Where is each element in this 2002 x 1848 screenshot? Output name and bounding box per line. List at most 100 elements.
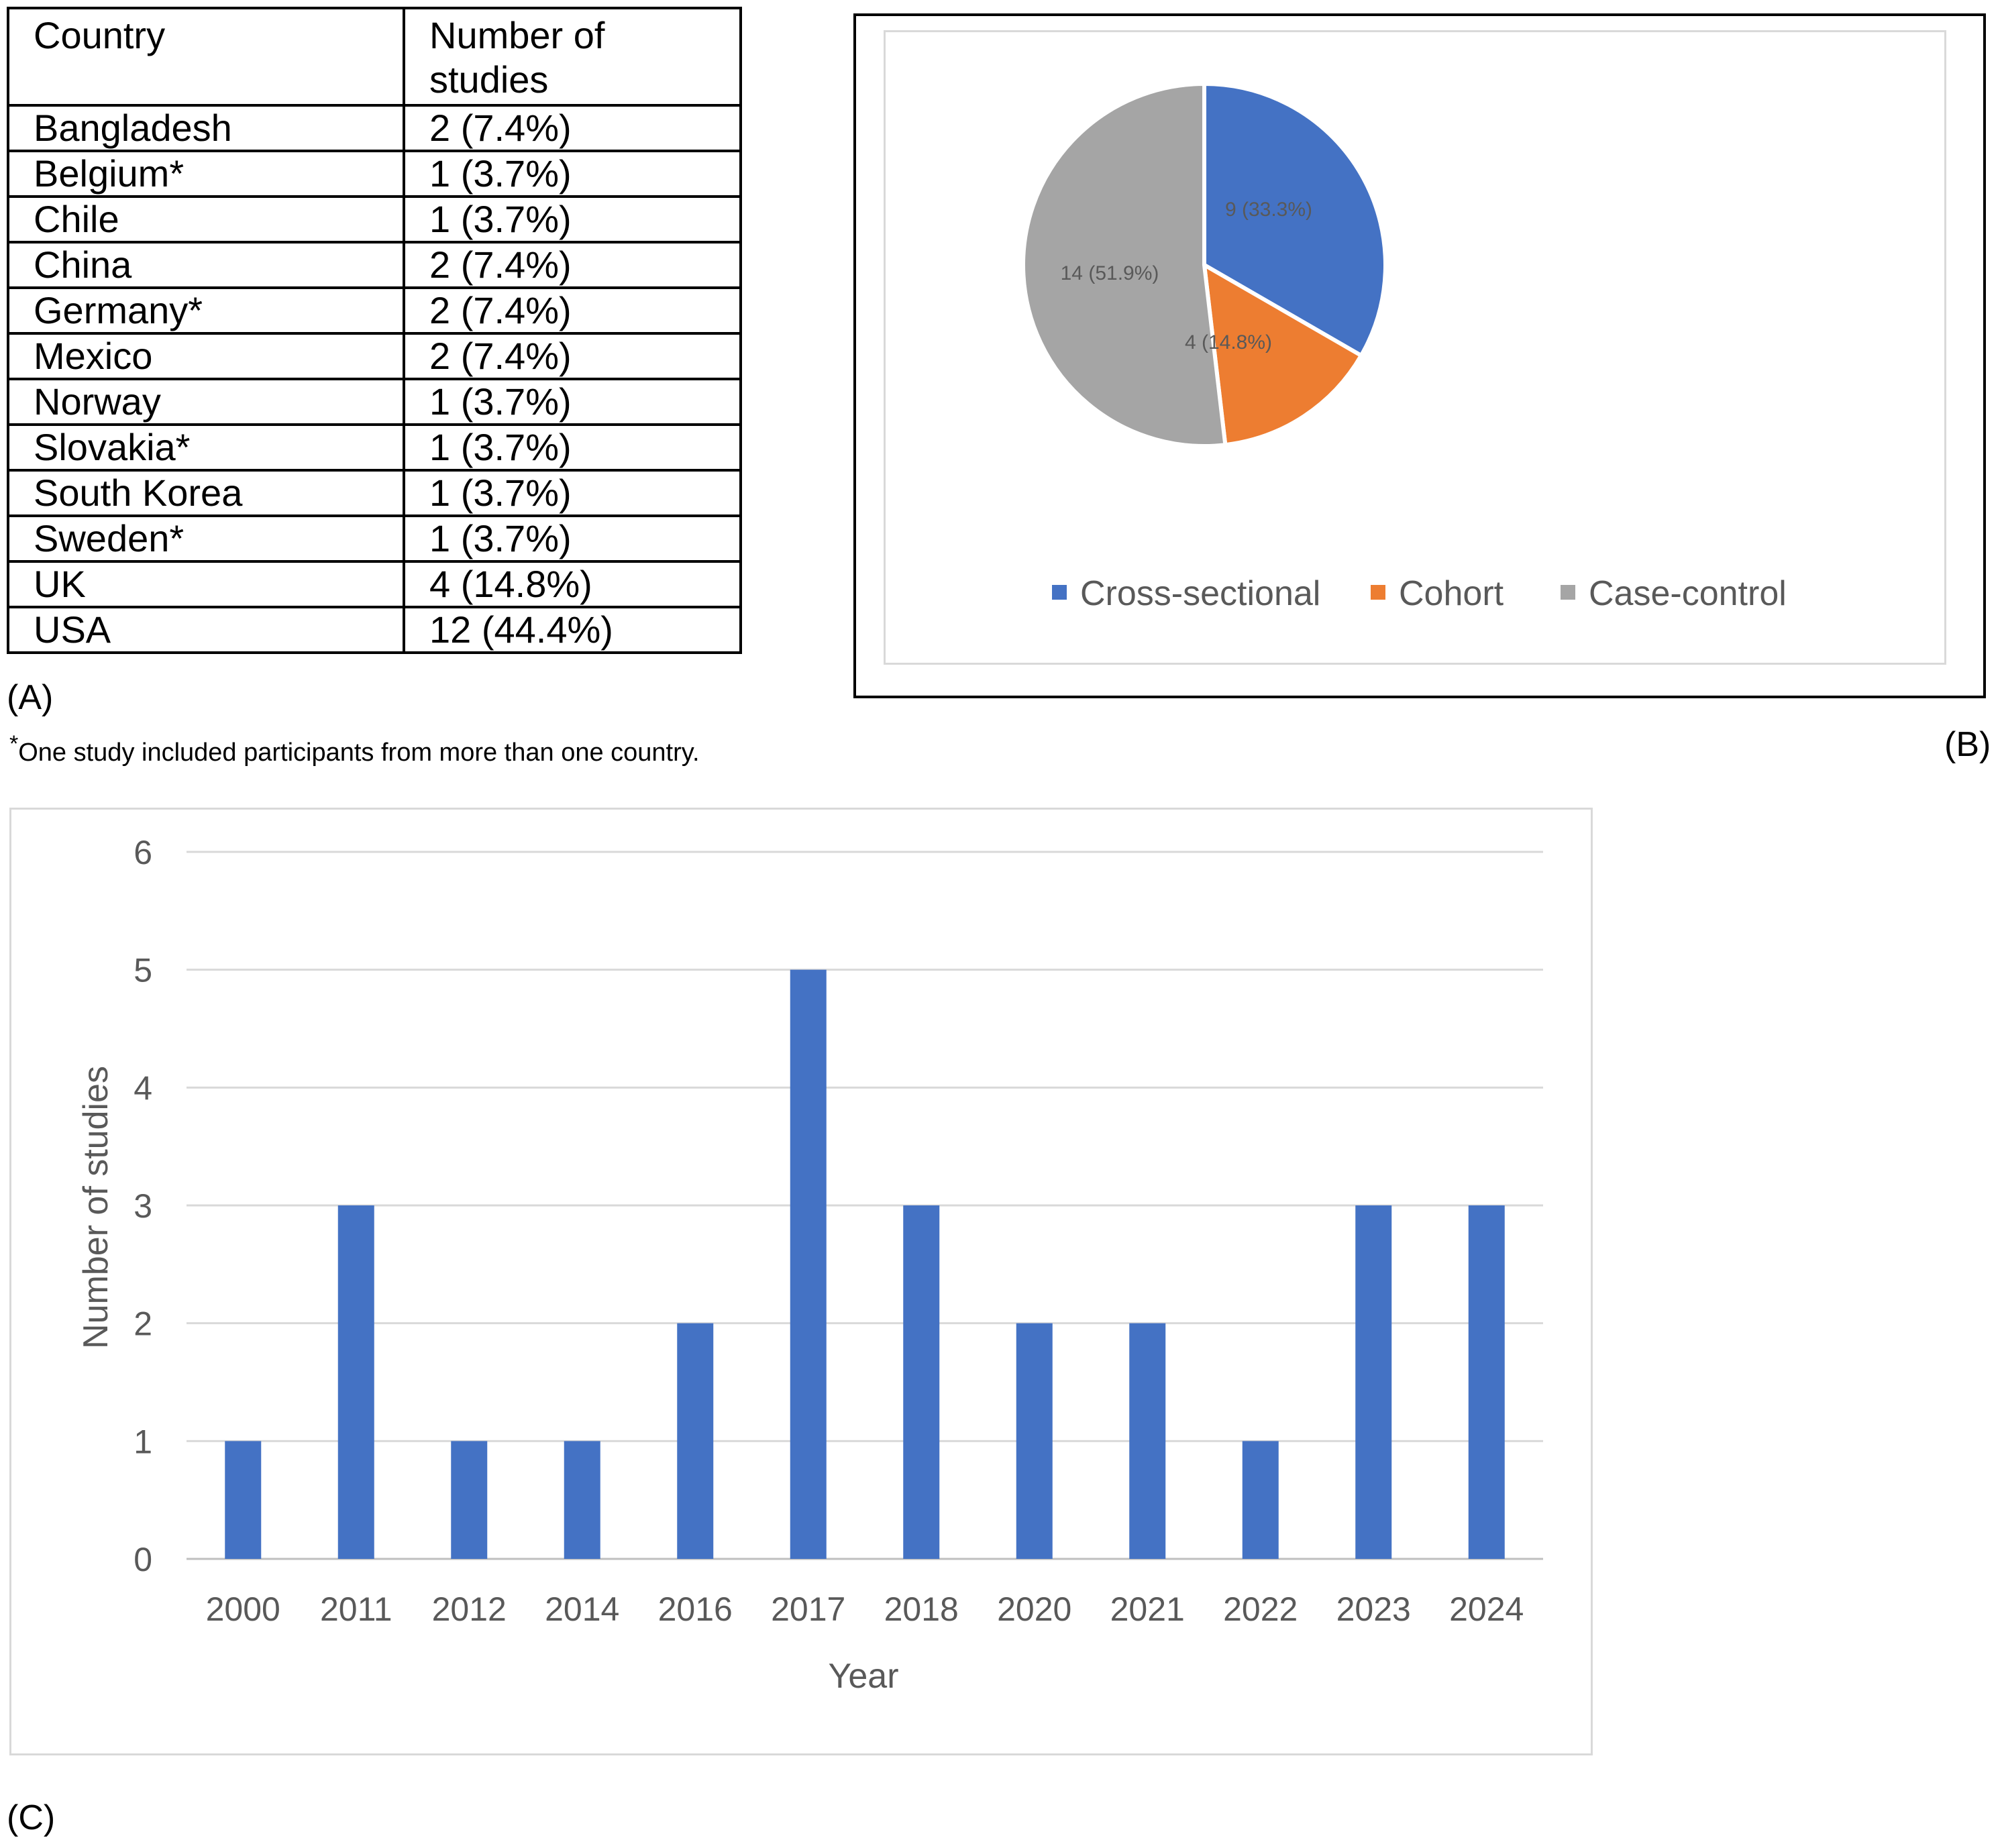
bar xyxy=(677,1323,714,1559)
legend-item: Cross-sectional xyxy=(1052,574,1320,613)
x-tick-label: 2017 xyxy=(771,1590,845,1628)
studies-cell: 1 (3.7%) xyxy=(403,150,742,198)
table-row: Germany* 2 (7.4%) xyxy=(7,286,742,335)
x-tick-label: 2023 xyxy=(1336,1590,1411,1628)
bar xyxy=(790,969,827,1559)
table-footnote: *One study included participants from mo… xyxy=(9,728,700,769)
pie-slice-cross-sectional xyxy=(1202,81,1387,359)
x-tick-label: 2011 xyxy=(320,1590,392,1628)
x-axis-title: Year xyxy=(828,1657,898,1696)
x-tick-label: 2016 xyxy=(658,1590,733,1628)
studies-cell: 1 (3.7%) xyxy=(403,378,742,426)
y-tick-label: 2 xyxy=(134,1305,152,1343)
country-cell: Bangladesh xyxy=(7,104,405,152)
studies-cell: 4 (14.8%) xyxy=(403,560,742,608)
header-country: Country xyxy=(7,7,405,107)
bar xyxy=(1355,1205,1392,1559)
country-cell: Slovakia* xyxy=(7,423,405,472)
country-cell: UK xyxy=(7,560,405,608)
x-tick-label: 2000 xyxy=(206,1590,280,1628)
legend-label: Cross-sectional xyxy=(1080,574,1320,613)
bar xyxy=(451,1441,488,1559)
studies-cell: 1 (3.7%) xyxy=(403,469,742,517)
x-tick-label: 2014 xyxy=(545,1590,619,1628)
table-row: Bangladesh 2 (7.4%) xyxy=(7,104,742,152)
bar xyxy=(1016,1323,1053,1559)
pie-data-label: 4 (14.8%) xyxy=(1185,331,1272,354)
table-row: Slovakia* 1 (3.7%) xyxy=(7,423,742,472)
studies-cell: 1 (3.7%) xyxy=(403,195,742,243)
x-tick-label: 2022 xyxy=(1223,1590,1298,1628)
table-row: Sweden* 1 (3.7%) xyxy=(7,514,742,563)
studies-cell: 1 (3.7%) xyxy=(403,423,742,472)
bar-chart-frame xyxy=(9,808,1593,1755)
panel-b-label: (B) xyxy=(1944,725,1991,764)
bar xyxy=(1242,1441,1279,1559)
y-tick-label: 5 xyxy=(134,952,152,989)
x-tick-label: 2020 xyxy=(997,1590,1071,1628)
country-cell: USA xyxy=(7,606,405,654)
bar xyxy=(1129,1323,1166,1559)
country-cell: Belgium* xyxy=(7,150,405,198)
header-number-of-studies: Number of studies xyxy=(403,7,742,107)
x-tick-label: 2021 xyxy=(1110,1590,1185,1628)
pie-chart: 9 (33.3%) 4 (14.8%) 14 (51.9%) Cross-sectio… xyxy=(1021,81,1787,613)
country-cell: Germany* xyxy=(7,286,405,335)
y-axis-title: Number of studies xyxy=(76,1066,115,1349)
legend-item: Case-control xyxy=(1561,574,1787,613)
pie-data-label: 14 (51.9%) xyxy=(1061,262,1159,284)
country-cell: South Korea xyxy=(7,469,405,517)
legend-swatch xyxy=(1052,585,1067,600)
table-header-row: Country Number of studies xyxy=(7,7,742,107)
panel-c-label: (C) xyxy=(7,1798,56,1837)
header-studies-line-2: studies xyxy=(429,58,549,101)
table-row: UK 4 (14.8%) xyxy=(7,560,742,608)
pie-slice-case-control xyxy=(1021,81,1228,448)
panel-a-label: (A) xyxy=(7,678,54,717)
table-row: Belgium* 1 (3.7%) xyxy=(7,150,742,198)
country-table: Country Number of studies Bangladesh 2 (7.… xyxy=(7,7,742,654)
table-row: South Korea 1 (3.7%) xyxy=(7,469,742,517)
y-tick-label: 4 xyxy=(134,1069,152,1107)
x-tick-label: 2012 xyxy=(432,1590,507,1628)
panel-b-frame xyxy=(853,13,1986,698)
studies-cell: 2 (7.4%) xyxy=(403,286,742,335)
y-tick-label: 6 xyxy=(134,834,152,871)
studies-cell: 2 (7.4%) xyxy=(403,104,742,152)
table-row: China 2 (7.4%) xyxy=(7,241,742,289)
bar xyxy=(903,1205,940,1559)
country-cell: Sweden* xyxy=(7,514,405,563)
table-row: Norway 1 (3.7%) xyxy=(7,378,742,426)
legend-swatch xyxy=(1371,585,1385,600)
legend-label: Cohort xyxy=(1399,574,1504,613)
studies-cell: 12 (44.4%) xyxy=(403,606,742,654)
legend-item: Cohort xyxy=(1371,574,1504,613)
studies-cell: 2 (7.4%) xyxy=(403,241,742,289)
country-cell: Norway xyxy=(7,378,405,426)
pie-data-label: 9 (33.3%) xyxy=(1225,199,1312,221)
x-tick-label: 2018 xyxy=(884,1590,959,1628)
table-row: Mexico 2 (7.4%) xyxy=(7,332,742,380)
y-tick-label: 0 xyxy=(134,1541,152,1578)
studies-cell: 2 (7.4%) xyxy=(403,332,742,380)
studies-cell: 1 (3.7%) xyxy=(403,514,742,563)
country-cell: Mexico xyxy=(7,332,405,380)
footnote-mark: * xyxy=(9,731,19,757)
pie-chart-area xyxy=(884,30,1946,665)
header-country-line: Country xyxy=(34,14,166,56)
legend-swatch xyxy=(1561,585,1575,600)
bar xyxy=(337,1205,374,1559)
bar xyxy=(1468,1205,1505,1559)
footnote-text: One study included participants from mor… xyxy=(18,739,700,767)
y-tick-label: 1 xyxy=(134,1423,152,1460)
pie-slice-cohort xyxy=(1202,261,1364,447)
header-studies-line-1: Number of xyxy=(429,14,605,56)
table-row: USA 12 (44.4%) xyxy=(7,606,742,654)
country-cell: Chile xyxy=(7,195,405,243)
bar-chart: 0 1 2 3 4 5 6 2000 2011 2012 2014 2016 2017 2018 2020 2… xyxy=(76,834,1543,1696)
x-tick-label: 2024 xyxy=(1449,1590,1524,1628)
legend-label: Case-control xyxy=(1589,574,1787,613)
bar xyxy=(564,1441,600,1559)
y-tick-label: 3 xyxy=(134,1187,152,1225)
table-row: Chile 1 (3.7%) xyxy=(7,195,742,243)
